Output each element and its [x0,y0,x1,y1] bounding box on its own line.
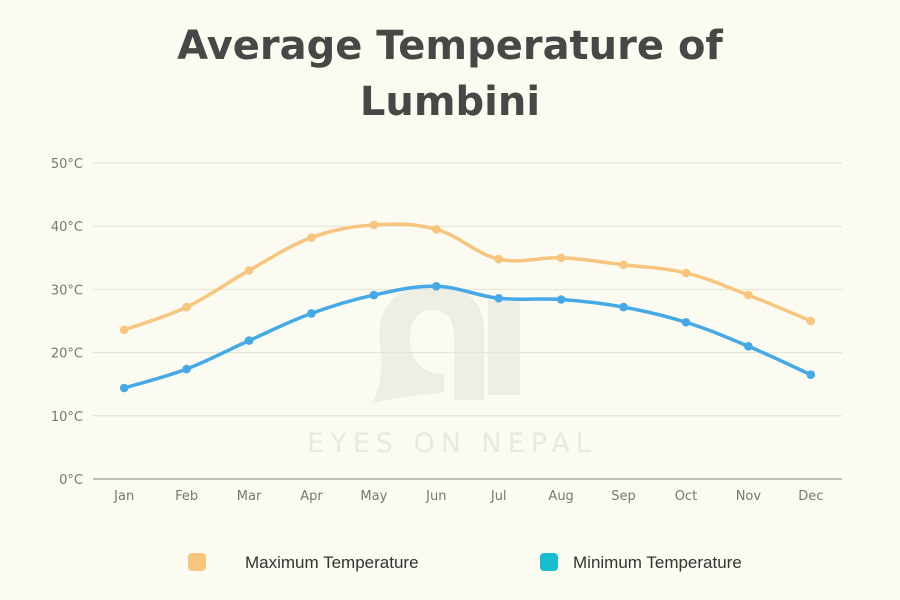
series-line [122,222,813,332]
data-point[interactable] [431,225,441,234]
chart-title: Average Temperature of Lumbini [177,23,723,125]
watermark-text: EYES ON NEPAL [307,428,597,459]
series-minimum-temperature [119,281,816,393]
x-tick-label: Dec [798,489,823,504]
data-point[interactable] [619,260,628,270]
legend-swatch [188,553,206,571]
legend-label: Maximum Temperature [245,553,419,572]
x-tick-label: Nov [736,489,762,504]
data-point[interactable] [244,336,254,345]
x-tick-label: Jun [425,489,446,504]
x-tick-label: Feb [175,489,198,504]
data-point[interactable] [556,295,566,304]
watermark: EYES ON NEPAL [307,285,597,459]
data-point[interactable] [369,220,379,230]
data-point[interactable] [556,253,566,263]
data-point[interactable] [369,290,379,300]
data-point[interactable] [681,317,691,327]
data-point[interactable] [806,316,816,326]
data-point[interactable] [182,302,191,312]
data-point[interactable] [744,341,753,351]
legend-swatch [540,553,558,571]
data-point[interactable] [119,325,129,335]
legend-label: Minimum Temperature [573,553,742,572]
series-line [122,284,813,390]
y-tick-label: 20°C [51,347,83,362]
data-point[interactable] [806,370,816,380]
data-point[interactable] [744,290,753,300]
series-maximum-temperature [119,220,816,335]
x-tick-label: Aug [548,489,573,504]
data-point[interactable] [307,309,316,318]
y-tick-label: 30°C [51,283,83,298]
y-tick-label: 10°C [51,410,83,425]
data-point[interactable] [494,254,504,264]
y-tick-label: 0°C [59,473,83,488]
legend-item-maximum-temperature[interactable]: Maximum Temperature [188,553,419,572]
x-tick-label: Jul [490,489,507,504]
data-point[interactable] [182,364,191,374]
x-tick-label: Oct [675,489,697,504]
x-tick-label: Apr [300,489,323,504]
data-point[interactable] [119,383,129,393]
data-point[interactable] [307,233,316,242]
x-tick-label: May [360,489,387,504]
watermark-logo-icon [372,285,520,404]
data-point[interactable] [494,293,504,303]
data-point[interactable] [619,302,628,312]
x-tick-label: Mar [237,489,262,504]
legend-item-minimum-temperature[interactable]: Minimum Temperature [540,553,742,572]
x-tick-label: Sep [611,489,636,504]
y-tick-label: 50°C [51,157,83,172]
data-point[interactable] [244,266,254,275]
data-point[interactable] [431,281,441,291]
x-tick-label: Jan [113,489,134,504]
y-tick-label: 40°C [51,220,83,235]
data-point[interactable] [681,268,691,278]
